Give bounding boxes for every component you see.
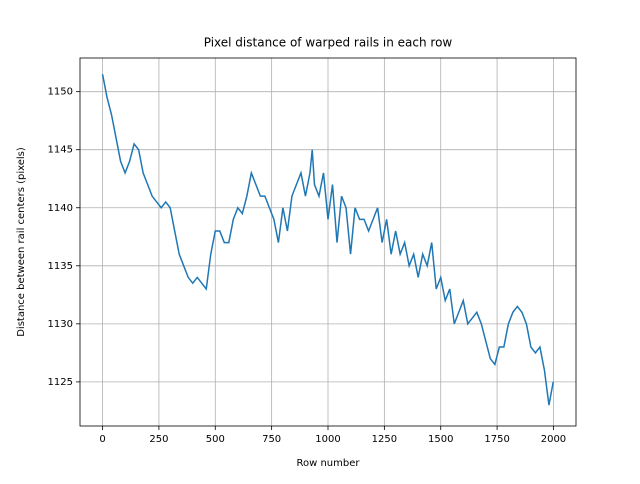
x-tick-label: 1000	[315, 434, 340, 445]
y-tick-label: 1145	[48, 145, 73, 156]
x-axis-label: Row number	[296, 458, 360, 469]
y-tick-label: 1140	[48, 203, 73, 214]
x-tick-label: 500	[206, 434, 225, 445]
y-tick-label: 1150	[48, 87, 73, 98]
y-axis-label: Distance between rail centers (pixels)	[16, 147, 27, 337]
plot-frame	[79, 57, 577, 427]
x-tick-label: 0	[99, 434, 105, 445]
y-tick-label: 1135	[48, 261, 73, 272]
x-tick-label: 1750	[484, 434, 509, 445]
y-tick-label: 1125	[48, 377, 73, 388]
x-tick-label: 1250	[372, 434, 397, 445]
chart-title: Pixel distance of warped rails in each r…	[204, 36, 453, 50]
x-tick-label: 1500	[428, 434, 453, 445]
x-tick-label: 750	[262, 434, 281, 445]
x-tick-label: 2000	[541, 434, 566, 445]
y-tick-label: 1130	[48, 319, 73, 330]
x-tick-label: 250	[149, 434, 168, 445]
data-line	[101, 74, 554, 406]
